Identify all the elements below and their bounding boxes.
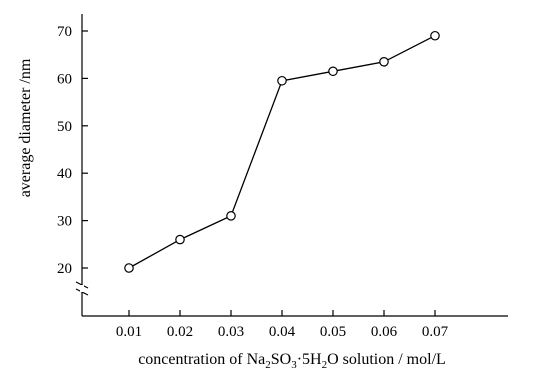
x-ticks: 0.01 0.02 0.03 0.04 0.05 0.06 0.07: [116, 310, 449, 340]
y-ticks: 20 30 40 50 60 70: [57, 24, 88, 277]
y-tick-label: 40: [57, 166, 72, 182]
y-tick-label: 50: [57, 119, 72, 135]
x-tick-label: 0.06: [371, 324, 398, 340]
x-axis-title: concentration of Na2SO3·5H2O solution / …: [138, 351, 446, 371]
x-tick-label: 0.07: [422, 324, 449, 340]
y-tick-label: 30: [57, 214, 72, 230]
data-points: [124, 30, 440, 273]
data-point: [430, 30, 440, 41]
data-point: [226, 211, 236, 221]
series-line: [128, 35, 436, 269]
x-tick-label: 0.01: [116, 324, 142, 340]
data-point: [328, 66, 338, 77]
y-tick-label: 60: [57, 71, 72, 87]
x-tick-label: 0.02: [167, 324, 193, 340]
data-point: [124, 263, 134, 273]
x-tick-label: 0.05: [320, 324, 346, 340]
y-tick-label: 70: [57, 24, 72, 40]
x-tick-label: 0.04: [269, 324, 296, 340]
data-point: [175, 234, 185, 245]
y-tick-label: 20: [57, 261, 72, 277]
y-axis-title: average diameter /nm: [17, 58, 34, 197]
data-point: [277, 75, 287, 86]
data-point: [379, 57, 389, 67]
x-tick-label: 0.03: [218, 324, 244, 340]
y-axis-break-mark: [75, 281, 89, 296]
